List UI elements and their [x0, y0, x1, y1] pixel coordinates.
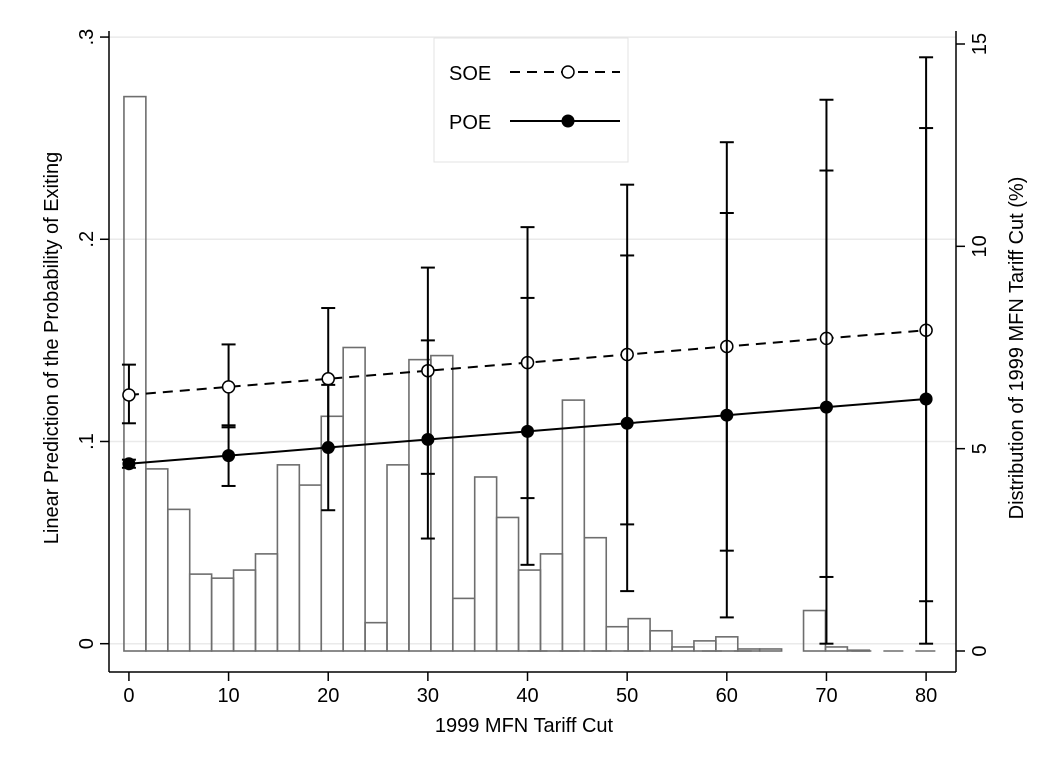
y2-axis-title: Distribution of 1999 MFN Tariff Cut (%)	[1006, 177, 1028, 520]
histogram-bar-1	[145, 468, 169, 652]
grid-lines	[109, 36, 956, 645]
y-tick-label-1: .1	[76, 433, 98, 450]
x-tick-label-0: 0	[123, 685, 134, 707]
x-tick-label-2: 20	[317, 685, 339, 707]
point-poe-7	[819, 400, 833, 414]
point-poe-2	[321, 441, 335, 455]
point-soe-2	[321, 372, 335, 386]
histogram-bar-17	[495, 516, 520, 652]
histogram-bar-19	[539, 553, 564, 652]
histogram-bar-31	[802, 609, 827, 652]
histogram-bar-25	[671, 646, 695, 652]
histogram-bar-16	[473, 476, 498, 652]
point-poe-6	[720, 408, 734, 422]
x-axis-title: 1999 MFN Tariff Cut	[435, 715, 614, 737]
histogram-bar-26	[693, 640, 717, 652]
legend-marker-soe	[561, 65, 575, 79]
histogram-bar-14	[430, 354, 454, 652]
x-tick-label-7: 70	[815, 685, 837, 707]
histogram-bar-24	[649, 629, 673, 652]
point-poe-3	[421, 432, 435, 446]
histogram-bar-32	[824, 646, 849, 652]
point-poe-8	[919, 392, 933, 406]
histogram-bar-0	[123, 95, 147, 652]
histogram-bars	[123, 95, 947, 652]
legend-label-soe: SOE	[449, 63, 491, 85]
histogram-bar-12	[386, 464, 410, 652]
histogram-bar-27	[715, 636, 739, 652]
legend-marker-poe	[561, 114, 575, 128]
point-poe-1	[222, 449, 236, 463]
y-tick-label-2: .2	[76, 231, 98, 248]
point-poe-0	[122, 457, 136, 471]
histogram-bar-5	[232, 569, 257, 652]
histogram-bar-3	[188, 573, 213, 652]
point-poe-4	[521, 424, 535, 438]
histogram-bar-21	[583, 536, 608, 652]
y-tick-label-0: 0	[76, 638, 98, 649]
histogram-bar-4	[210, 577, 235, 652]
histogram-bar-22	[605, 625, 629, 652]
histogram-bar-18	[517, 569, 542, 652]
x-tick-label-8: 80	[915, 685, 937, 707]
x-tick-label-4: 40	[516, 685, 538, 707]
x-tick-label-5: 50	[616, 685, 638, 707]
x-tick-label-6: 60	[716, 685, 738, 707]
y-axis-title: Linear Prediction of the Probability of …	[41, 152, 63, 544]
point-soe-0	[122, 388, 136, 402]
legend-label-poe: POE	[449, 112, 491, 134]
y2-tick-label-1: 5	[969, 443, 991, 454]
prediction-series	[121, 56, 934, 645]
axes: 0 10 20 30 40 50 60 70 80 0 .1 .2 .3 0 5 10 15	[76, 29, 991, 707]
x-tick-label-1: 10	[217, 685, 239, 707]
histogram-bar-29	[758, 648, 783, 652]
histogram-bar-6	[254, 553, 279, 652]
point-poe-5	[620, 416, 634, 430]
histogram-bar-8	[298, 484, 323, 652]
point-soe-1	[221, 380, 236, 394]
histogram-bar-2	[166, 508, 191, 652]
histogram-bar-20	[561, 399, 586, 652]
histogram-bar-11	[364, 621, 388, 652]
y2-tick-label-2: 10	[969, 235, 991, 257]
histogram-bar-10	[342, 346, 366, 652]
x-tick-label-3: 30	[417, 685, 439, 707]
y2-tick-label-0: 0	[969, 645, 991, 656]
y-tick-label-3: .3	[76, 29, 98, 46]
histogram-bar-7	[276, 464, 301, 652]
histogram-bar-23	[627, 617, 651, 652]
legend: SOE POE	[433, 37, 629, 163]
legend-box	[433, 37, 629, 163]
y2-tick-label-3: 15	[969, 33, 991, 55]
